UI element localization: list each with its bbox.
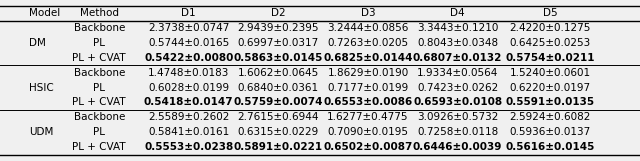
Text: 0.5591±0.0135: 0.5591±0.0135	[506, 97, 595, 107]
Text: 0.5616±0.0145: 0.5616±0.0145	[506, 142, 595, 152]
Text: 1.6277±0.4775: 1.6277±0.4775	[327, 112, 409, 122]
Text: Backbone: Backbone	[74, 112, 125, 122]
Text: 0.6593±0.0108: 0.6593±0.0108	[413, 97, 502, 107]
Text: D5: D5	[543, 9, 557, 19]
Text: 0.7258±0.0118: 0.7258±0.0118	[417, 127, 498, 137]
Text: 0.5891±0.0221: 0.5891±0.0221	[234, 142, 323, 152]
Text: D1: D1	[182, 9, 196, 19]
Text: 0.8043±0.0348: 0.8043±0.0348	[417, 38, 498, 48]
Text: 0.5553±0.0238: 0.5553±0.0238	[144, 142, 234, 152]
Text: 0.7090±0.0195: 0.7090±0.0195	[328, 127, 408, 137]
Text: 0.6997±0.0317: 0.6997±0.0317	[238, 38, 319, 48]
Text: PL: PL	[93, 38, 105, 48]
Text: 3.3443±0.1210: 3.3443±0.1210	[417, 23, 499, 33]
Text: DM: DM	[29, 38, 45, 48]
Text: 0.6028±0.0199: 0.6028±0.0199	[148, 83, 229, 93]
Text: PL: PL	[93, 127, 105, 137]
Text: 2.4220±0.1275: 2.4220±0.1275	[509, 23, 591, 33]
Text: 0.5418±0.0147: 0.5418±0.0147	[144, 97, 234, 107]
Text: 3.0926±0.5732: 3.0926±0.5732	[417, 112, 499, 122]
Text: 1.8629±0.0190: 1.8629±0.0190	[328, 68, 408, 78]
Text: Method: Method	[80, 9, 118, 19]
Text: Model: Model	[29, 9, 60, 19]
Text: 0.5863±0.0145: 0.5863±0.0145	[234, 53, 323, 63]
Text: 0.5841±0.0161: 0.5841±0.0161	[148, 127, 229, 137]
Text: 0.6220±0.0197: 0.6220±0.0197	[510, 83, 591, 93]
Text: 1.6062±0.0645: 1.6062±0.0645	[238, 68, 319, 78]
Text: 0.6446±0.0039: 0.6446±0.0039	[413, 142, 502, 152]
Text: 0.6425±0.0253: 0.6425±0.0253	[510, 38, 591, 48]
Text: PL + CVAT: PL + CVAT	[72, 142, 126, 152]
Text: HSIC: HSIC	[29, 83, 54, 93]
Text: 2.3738±0.0747: 2.3738±0.0747	[148, 23, 230, 33]
Text: 1.9334±0.0564: 1.9334±0.0564	[417, 68, 499, 78]
Text: 1.5240±0.0601: 1.5240±0.0601	[510, 68, 591, 78]
Text: 0.7263±0.0205: 0.7263±0.0205	[328, 38, 408, 48]
Text: D4: D4	[451, 9, 465, 19]
Text: 0.5422±0.0080: 0.5422±0.0080	[144, 53, 234, 63]
Text: 2.5924±0.6082: 2.5924±0.6082	[509, 112, 591, 122]
Text: Backbone: Backbone	[74, 23, 125, 33]
Text: 0.6825±0.0144: 0.6825±0.0144	[323, 53, 413, 63]
Text: 0.6502±0.0087: 0.6502±0.0087	[323, 142, 413, 152]
Text: 0.5744±0.0165: 0.5744±0.0165	[148, 38, 229, 48]
Text: Backbone: Backbone	[74, 68, 125, 78]
Text: 0.5754±0.0211: 0.5754±0.0211	[506, 53, 595, 63]
Text: 2.9439±0.2395: 2.9439±0.2395	[237, 23, 319, 33]
Text: 0.6315±0.0229: 0.6315±0.0229	[238, 127, 319, 137]
Text: D3: D3	[361, 9, 375, 19]
Text: 2.7615±0.6944: 2.7615±0.6944	[237, 112, 319, 122]
Text: D2: D2	[271, 9, 285, 19]
Text: 0.7423±0.0262: 0.7423±0.0262	[417, 83, 498, 93]
Text: 1.4748±0.0183: 1.4748±0.0183	[148, 68, 230, 78]
Text: UDM: UDM	[29, 127, 53, 137]
Text: 0.6840±0.0361: 0.6840±0.0361	[238, 83, 319, 93]
Text: 0.5759±0.0074: 0.5759±0.0074	[234, 97, 323, 107]
Text: 0.7177±0.0199: 0.7177±0.0199	[328, 83, 408, 93]
Text: PL + CVAT: PL + CVAT	[72, 97, 126, 107]
Text: 0.5936±0.0137: 0.5936±0.0137	[510, 127, 591, 137]
Text: 3.2444±0.0856: 3.2444±0.0856	[327, 23, 409, 33]
Text: PL + CVAT: PL + CVAT	[72, 53, 126, 63]
Text: 2.5589±0.2602: 2.5589±0.2602	[148, 112, 230, 122]
Text: 0.6553±0.0086: 0.6553±0.0086	[323, 97, 413, 107]
Text: 0.6807±0.0132: 0.6807±0.0132	[413, 53, 502, 63]
Text: PL: PL	[93, 83, 105, 93]
